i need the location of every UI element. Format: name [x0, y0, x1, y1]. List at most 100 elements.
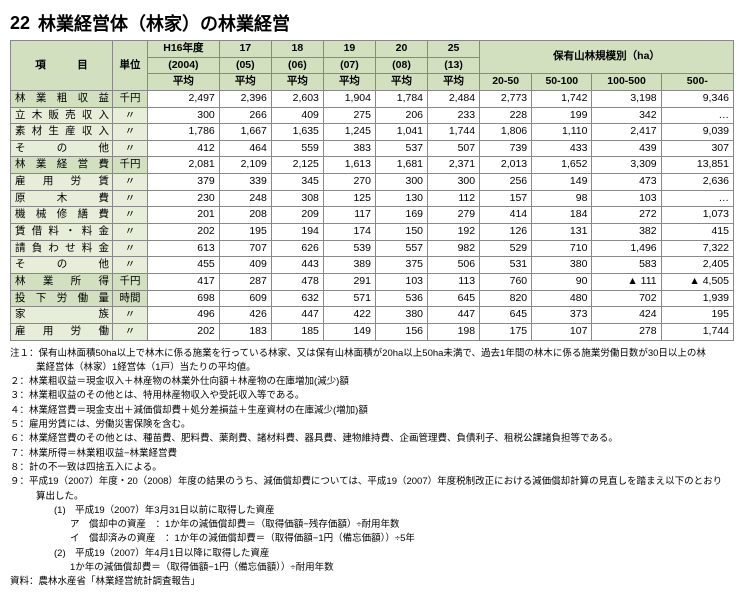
cell: 409 — [219, 257, 271, 274]
cell: 702 — [592, 290, 661, 307]
cell: 308 — [271, 190, 323, 207]
cell: 1,744 — [428, 124, 480, 141]
note-2: ２：林業粗収益＝現金収入＋林産物の林業外仕向額＋林産物の在庫増加(減少)額 — [10, 375, 734, 388]
row-unit: 〃 — [113, 323, 148, 340]
cell: 125 — [323, 190, 375, 207]
scale-3: 500- — [661, 74, 733, 91]
cell: 2,497 — [148, 90, 220, 107]
table-row: 投 下 労 働 量時間6986096325715366458204807021,… — [11, 290, 734, 307]
table-row: 林 業 経 営 費千円2,0812,1092,1251,6131,6812,37… — [11, 157, 734, 174]
row-unit: 〃 — [113, 124, 148, 141]
notes: 注１：保有山林面積50ha以上で林木に係る施業を行っている林家、又は保有山林面積… — [10, 347, 734, 589]
table-row: 家 族〃496426447422380447645373424195 — [11, 307, 734, 324]
cell: 1,667 — [219, 124, 271, 141]
cell: 9,039 — [661, 124, 733, 141]
cell: 443 — [271, 257, 323, 274]
year-18-mid: (06) — [271, 57, 323, 74]
row-unit: 〃 — [113, 307, 148, 324]
col-item: 項 目 — [11, 41, 113, 91]
year-h16-mid: (2004) — [148, 57, 220, 74]
cell: 201 — [148, 207, 220, 224]
cell: 2,109 — [219, 157, 271, 174]
cell: 447 — [271, 307, 323, 324]
cell: 2,484 — [428, 90, 480, 107]
cell: 291 — [323, 273, 375, 290]
cell: 1,613 — [323, 157, 375, 174]
row-unit: 時間 — [113, 290, 148, 307]
cell: 345 — [271, 174, 323, 191]
cell: 183 — [219, 323, 271, 340]
row-unit: 〃 — [113, 224, 148, 241]
cell: 2,396 — [219, 90, 271, 107]
table-row: 立木販売収入〃300266409275206233228199342… — [11, 107, 734, 124]
cell: ▲ 4,505 — [661, 273, 733, 290]
row-unit: 〃 — [113, 240, 148, 257]
row-unit: 〃 — [113, 140, 148, 157]
cell: 2,371 — [428, 157, 480, 174]
cell: 380 — [375, 307, 427, 324]
row-label: 賃借料・料金 — [11, 224, 113, 241]
cell: 202 — [148, 224, 220, 241]
year-20-top: 20 — [375, 41, 427, 58]
cell: 389 — [323, 257, 375, 274]
cell: 126 — [480, 224, 532, 241]
row-unit: 〃 — [113, 257, 148, 274]
cell: 383 — [323, 140, 375, 157]
cell: 157 — [480, 190, 532, 207]
row-label: そ の 他 — [11, 257, 113, 274]
cell: 113 — [428, 273, 480, 290]
cell: 248 — [219, 190, 271, 207]
cell: 300 — [148, 107, 220, 124]
year-20-bot: 平均 — [375, 74, 427, 91]
row-label: 雇 用 労 賃 — [11, 174, 113, 191]
scale-2: 100-500 — [592, 74, 661, 91]
year-25-mid: (13) — [428, 57, 480, 74]
cell: 1,652 — [532, 157, 592, 174]
note-9-1: (1) 平成19（2007）年3月31日以前に取得した資産 — [10, 504, 734, 517]
row-label: 林 業 所 得 — [11, 273, 113, 290]
cell: 2,636 — [661, 174, 733, 191]
note-6: ６：林業経営費のその他とは、種苗費、肥料費、薬剤費、諸材料費、器具費、建物維持費… — [10, 432, 734, 445]
year-19-mid: (07) — [323, 57, 375, 74]
table-row: 素材生産収入〃1,7861,6671,6351,2451,0411,7441,8… — [11, 124, 734, 141]
table-row: 林 業 所 得千円41728747829110311376090▲ 111▲ 4… — [11, 273, 734, 290]
scale-1: 50-100 — [532, 74, 592, 91]
cell: 272 — [592, 207, 661, 224]
cell: 342 — [592, 107, 661, 124]
cell: 174 — [323, 224, 375, 241]
cell: 414 — [480, 207, 532, 224]
note-5: ５：雇用労賃には、労働災害保険を含む。 — [10, 418, 734, 431]
cell: 90 — [532, 273, 592, 290]
note-8: ８：計の不一致は四捨五入による。 — [10, 461, 734, 474]
scale-group: 保有山林規模別（ha） — [480, 41, 734, 74]
note-9-2a: 1か年の減価償却費＝（取得価額−1円（備忘価額））÷耐用年数 — [10, 561, 734, 574]
row-unit: 〃 — [113, 207, 148, 224]
cell: 1,635 — [271, 124, 323, 141]
cell: 645 — [428, 290, 480, 307]
cell: 228 — [480, 107, 532, 124]
note-1b: 業経営体（林家）1経営体（1戸）当たりの平均値。 — [10, 361, 734, 374]
cell: 130 — [375, 190, 427, 207]
cell: 175 — [480, 323, 532, 340]
cell: 464 — [219, 140, 271, 157]
row-unit: 千円 — [113, 90, 148, 107]
table-row: そ の 他〃4554094433893755065313805832,405 — [11, 257, 734, 274]
cell: 1,904 — [323, 90, 375, 107]
cell: 339 — [219, 174, 271, 191]
table-row: 請負わせ料金〃6137076265395579825297101,4967,32… — [11, 240, 734, 257]
row-unit: 千円 — [113, 157, 148, 174]
note-9-1a: ア 償却中の資産 ：1か年の減価償却費＝（取得価額−残存価額）÷耐用年数 — [10, 518, 734, 531]
cell: 537 — [375, 140, 427, 157]
table-row: 林 業 粗 収 益千円2,4972,3962,6031,9041,7842,48… — [11, 90, 734, 107]
page-title: 22 林業経営体（林家）の林業経営 — [10, 10, 734, 36]
title-number: 22 — [10, 13, 30, 34]
cell: 1,744 — [661, 323, 733, 340]
cell: 117 — [323, 207, 375, 224]
row-unit: 千円 — [113, 273, 148, 290]
cell: 1,041 — [375, 124, 427, 141]
cell: 209 — [271, 207, 323, 224]
cell: 169 — [375, 207, 427, 224]
year-19-bot: 平均 — [323, 74, 375, 91]
cell: 300 — [375, 174, 427, 191]
cell: 13,851 — [661, 157, 733, 174]
